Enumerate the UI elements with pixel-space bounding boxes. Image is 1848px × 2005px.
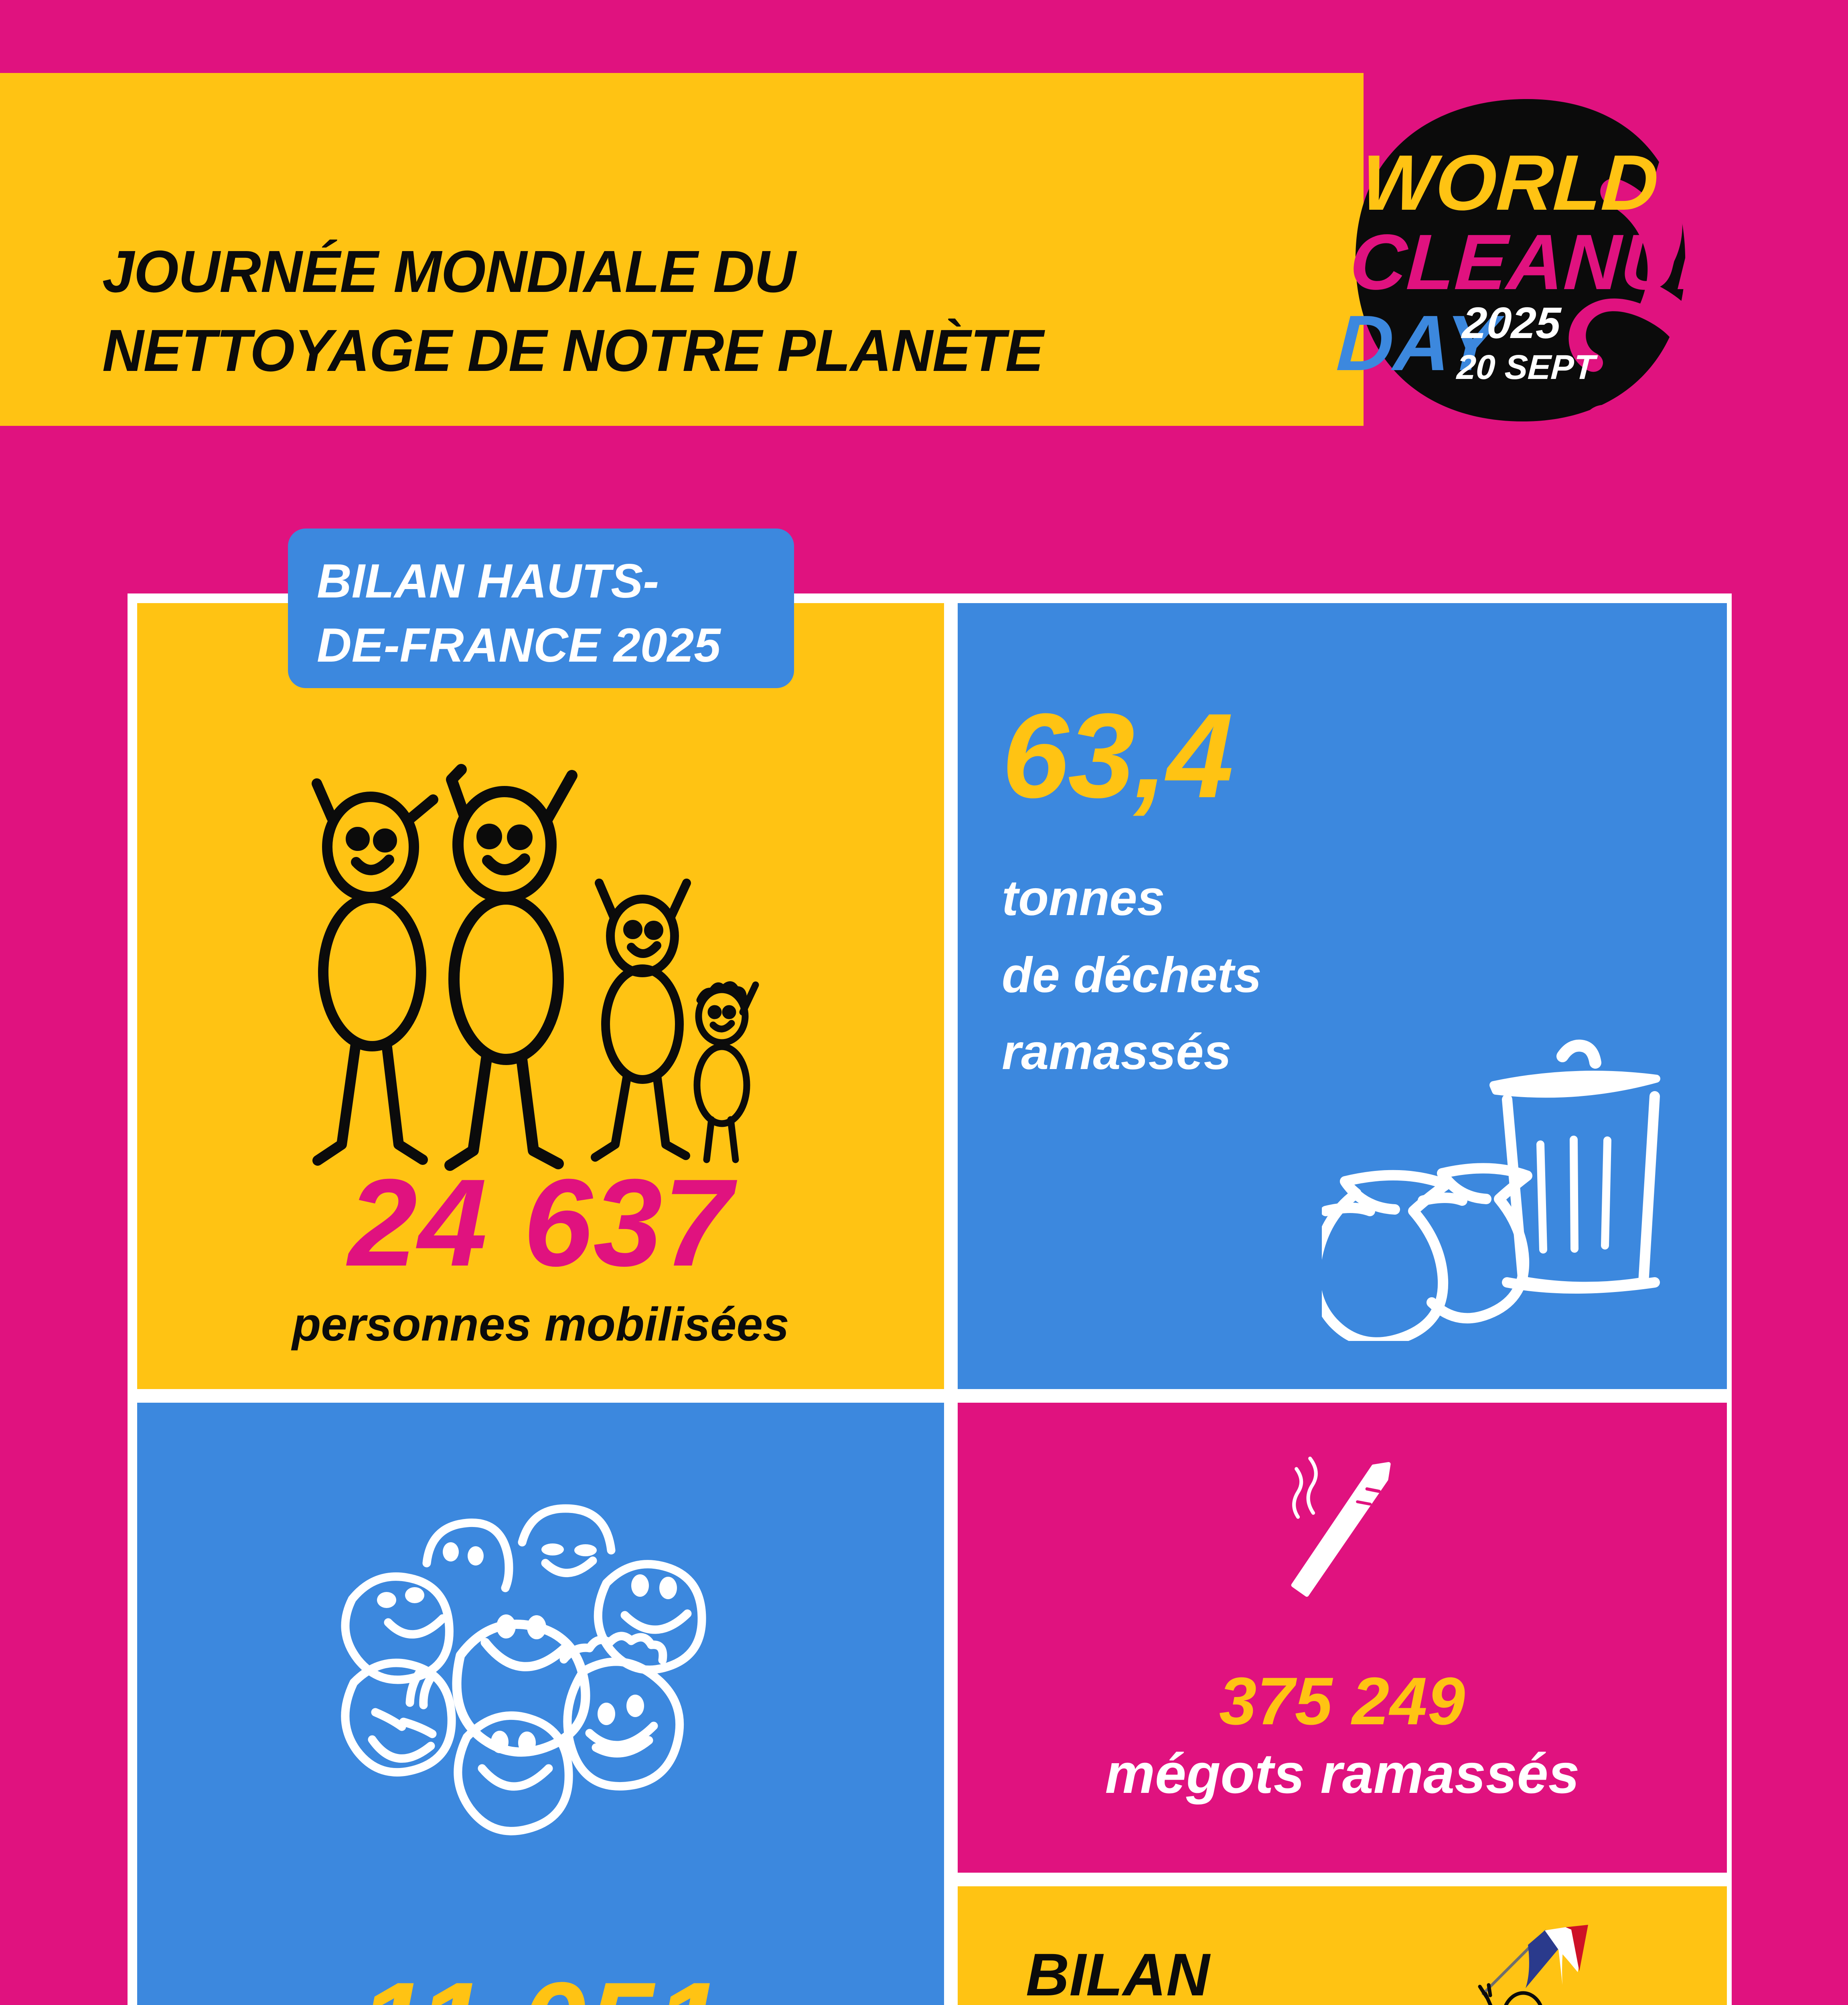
logo-year: 2025 — [1460, 298, 1562, 348]
world-cleanup-day-logo: WORLD CLEANUP DAY 2025 20 SEPT — [1299, 82, 1732, 435]
stats-grid: 24 637 personnes mobilisées 63,4 tonnes … — [128, 593, 1732, 2005]
person-with-french-flag-icon — [1438, 1910, 1623, 2005]
smiley-faces-cluster-icon — [328, 1483, 753, 1908]
children-value: 11 051 — [137, 1964, 944, 2005]
badge-bilan-hauts-de-france: BILAN HAUTS- DE-FRANCE 2025 — [288, 529, 794, 688]
people-value: 24 637 — [348, 1153, 734, 1292]
logo-word-world: WORLD — [1359, 138, 1661, 227]
badge-label: BILAN HAUTS- DE-FRANCE 2025 — [317, 554, 721, 672]
logo-date: 20 SEPT — [1455, 348, 1599, 387]
waste-value: 63,4 — [1002, 688, 1234, 823]
butts-label: mégots ramassés — [1105, 1742, 1580, 1805]
logo-figure-silhouette — [1568, 152, 1706, 423]
logo-word-cleanup: CLEANUP — [1348, 218, 1732, 306]
trash-bin-and-bags-icon — [1310, 1024, 1699, 1348]
card-waste-tonnes: 63,4 tonnes de déchets ramassés — [958, 603, 1727, 1389]
butts-value: 375 249 — [1219, 1663, 1466, 1739]
logo-blob-shape — [1356, 99, 1686, 422]
bilan-france-title: BILAN FRANCE — [1026, 1941, 1210, 2005]
waste-label: tonnes de déchets ramassés — [1002, 871, 1262, 1080]
card-people-mobilised: 24 637 personnes mobilisées — [137, 603, 944, 1389]
people-label: personnes mobilisées — [292, 1298, 789, 1351]
card-children-mobilised: 11 051 enfants mobilisés — [137, 1403, 944, 2005]
logo-word-day: DAY — [1335, 299, 1506, 387]
four-stick-figures-icon — [282, 735, 803, 1197]
header-band: JOURNÉE MONDIALE DU NETTOYAGE DE NOTRE P… — [0, 73, 1364, 426]
french-flag-shape — [1526, 1925, 1588, 1988]
card-cigarette-butts: 375 249 mégots ramassés — [958, 1403, 1727, 1873]
cigarette-icon — [1272, 1441, 1440, 1609]
page-title: JOURNÉE MONDIALE DU NETTOYAGE DE NOTRE P… — [102, 239, 1044, 384]
card-bilan-france: BILAN FRANCE — [958, 1886, 1727, 2005]
